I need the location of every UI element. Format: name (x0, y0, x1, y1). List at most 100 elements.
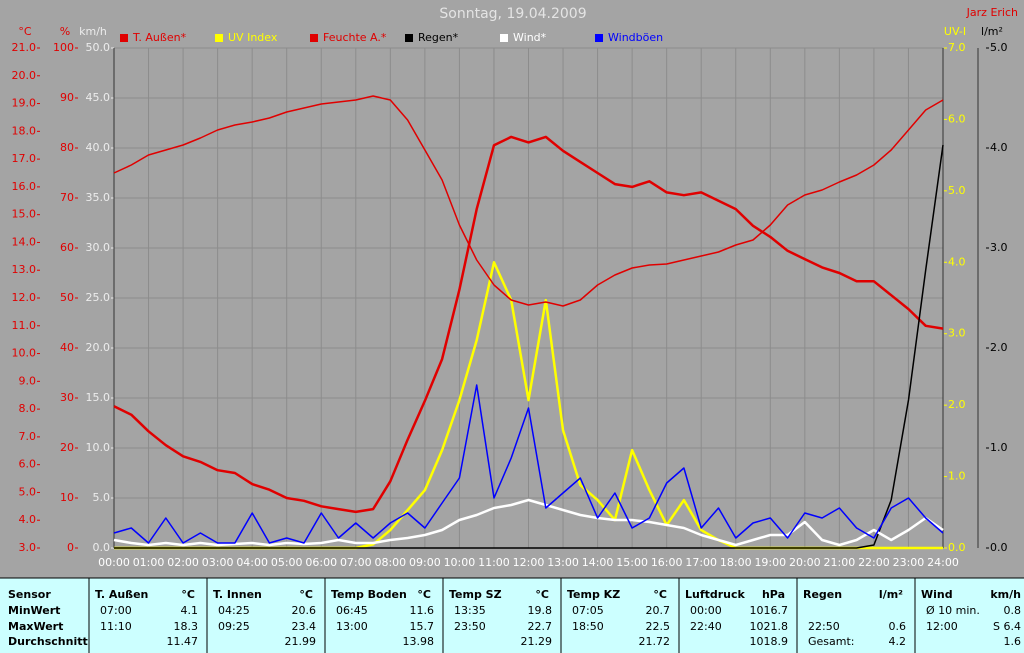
x-tick-label: 09:00 (409, 556, 441, 569)
y-tick-label: 7.0 (948, 41, 966, 54)
y-tick-label: 40.0 (86, 141, 111, 154)
table-header: °C (299, 588, 313, 601)
x-tick-label: 18:00 (720, 556, 752, 569)
table-cell: 13:35 (454, 604, 486, 617)
y-tick-label: 19.0 (12, 97, 37, 110)
x-tick-label: 22:00 (858, 556, 890, 569)
y-tick-label: 40 (60, 341, 74, 354)
y-tick-label: 10.0 (86, 441, 111, 454)
y-tick-label: 20.0 (12, 69, 37, 82)
chart-title: Sonntag, 19.04.2009 (439, 6, 586, 22)
y-tick-label: 16.0 (12, 180, 37, 193)
y-tick-label: 3.0 (948, 327, 966, 340)
legend-label: Wind* (513, 31, 547, 44)
author: Jarz Erich (966, 6, 1018, 19)
y-tick-label: 20 (60, 441, 74, 454)
y-tick-label: 50 (60, 291, 74, 304)
table-cell: 20.6 (292, 604, 317, 617)
y-tick-label: 50.0 (86, 41, 111, 54)
table-cell: 1016.7 (750, 604, 789, 617)
y-tick-label: 1.0 (948, 470, 966, 483)
y-tick-label: 100 (53, 41, 74, 54)
table-header: km/h (990, 588, 1021, 601)
legend-label: T. Außen* (132, 31, 187, 44)
legend-swatch (310, 34, 318, 42)
row-label: Durchschnitt (8, 635, 88, 648)
y-tick-label: 5.0 (948, 184, 966, 197)
y-tick-label: 25.0 (86, 291, 111, 304)
table-cell: 22:40 (690, 620, 722, 633)
stats-table: Sensor T. Außen °C 07:00 4.1 11:10 18.3 11.47 T.… (8, 578, 1021, 653)
table-header: T. Außen (95, 588, 148, 601)
table-cell: 13.98 (403, 635, 435, 648)
x-tick-label: 07:00 (340, 556, 372, 569)
legend-swatch (595, 34, 603, 42)
x-tick-label: 03:00 (202, 556, 234, 569)
table-cell: 15.7 (410, 620, 435, 633)
y-tick-label: 20.0 (86, 341, 111, 354)
table-header: Temp KZ (567, 588, 620, 601)
series-line (114, 144, 944, 549)
series-line (113, 135, 944, 514)
x-tick-label: 01:00 (133, 556, 165, 569)
y-tick-label: 30.0 (86, 241, 111, 254)
y-tick-label: 17.0 (12, 152, 37, 165)
y-tick-label: 4.0 (990, 141, 1008, 154)
table-cell: 00:00 (690, 604, 722, 617)
y-tick-label: 10 (60, 491, 74, 504)
table-cell: 19.8 (528, 604, 553, 617)
y-tick-label: 5.0 (93, 491, 111, 504)
y-tick-label: 15.0 (86, 391, 111, 404)
y-tick-label: 9.0 (19, 374, 37, 387)
table-cell: 09:25 (218, 620, 250, 633)
table-cell: Gesamt: (808, 635, 855, 648)
series-line (113, 95, 944, 307)
legend-label: Windböen (608, 31, 663, 44)
y-tick-label: 12.0 (12, 291, 37, 304)
table-cell: 23:50 (454, 620, 486, 633)
table-header: hPa (762, 588, 785, 601)
table-cell: 22:50 (808, 620, 840, 633)
table-cell: 4.1 (181, 604, 199, 617)
x-tick-label: 13:00 (547, 556, 579, 569)
row-label: MaxWert (8, 620, 63, 633)
axis-title: km/h (79, 25, 107, 38)
table-cell: 04:25 (218, 604, 250, 617)
y-tick-label: 60 (60, 241, 74, 254)
axis-title: l/m² (981, 25, 1003, 38)
chart-background (0, 0, 1024, 578)
y-tick-label: 0.0 (93, 541, 111, 554)
y-tick-label: 0.0 (990, 541, 1008, 554)
y-tick-label: 45.0 (86, 91, 111, 104)
table-header: Luftdruck (685, 588, 746, 601)
y-tick-label: 5.0 (19, 485, 37, 498)
table-cell: 11.47 (167, 635, 199, 648)
x-tick-label: 10:00 (444, 556, 476, 569)
table-header: Regen (803, 588, 842, 601)
y-tick-label: 2.0 (990, 341, 1008, 354)
table-cell: 22.5 (646, 620, 671, 633)
x-tick-label: 14:00 (582, 556, 614, 569)
table-cell: 0.6 (889, 620, 907, 633)
axis-title: °C (18, 25, 32, 38)
x-tick-label: 00:00 (98, 556, 130, 569)
series-line (113, 498, 944, 547)
y-tick-label: 30 (60, 391, 74, 404)
y-tick-label: 13.0 (12, 263, 37, 276)
y-tick-label: 7.0 (19, 430, 37, 443)
table-cell: 18:50 (572, 620, 604, 633)
y-tick-label: 14.0 (12, 235, 37, 248)
legend-swatch (500, 34, 508, 42)
x-tick-label: 05:00 (271, 556, 303, 569)
table-cell: 20.7 (646, 604, 671, 617)
y-tick-label: 8.0 (19, 402, 37, 415)
x-tick-label: 11:00 (478, 556, 510, 569)
table-cell: 11.6 (410, 604, 435, 617)
x-tick-label: 24:00 (927, 556, 959, 569)
y-tick-label: 80 (60, 141, 74, 154)
table-cell: 22.7 (528, 620, 553, 633)
y-tick-label: 21.0 (12, 41, 37, 54)
table-cell: 23.4 (292, 620, 317, 633)
table-header: Wind (921, 588, 953, 601)
